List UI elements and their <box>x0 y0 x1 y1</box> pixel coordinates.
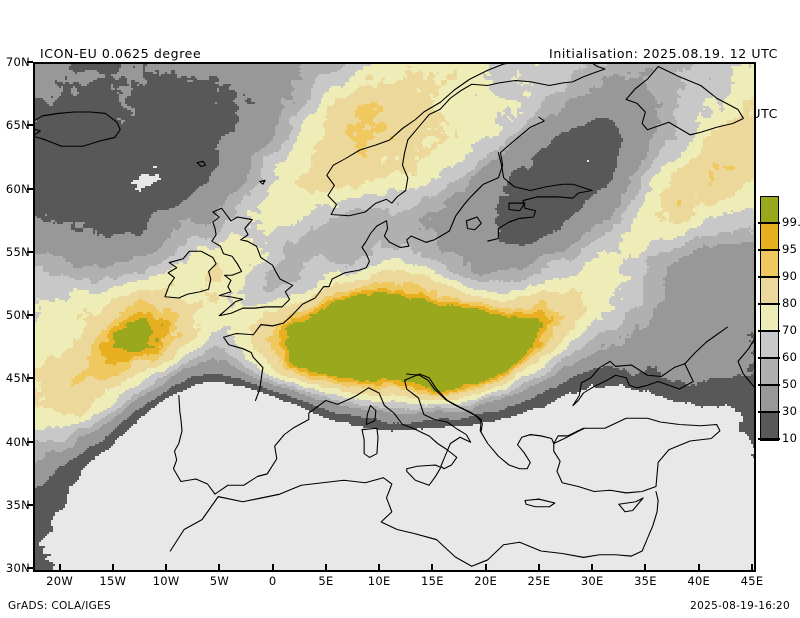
longitude-tick-mark <box>697 564 700 570</box>
longitude-tick-mark <box>751 564 753 570</box>
colorbar-tick-label: 70 <box>782 323 798 337</box>
colorbar-band <box>761 332 778 359</box>
latitude-tick-mark <box>27 314 33 316</box>
longitude-tick-mark <box>165 564 168 570</box>
footer-attribution: GrADS: COLA/IGES <box>8 600 112 612</box>
latitude-tick-label: 40N <box>5 434 30 449</box>
longitude-tick-label: 10W <box>152 574 180 588</box>
colorbar-tick-mark <box>758 438 780 440</box>
model-title: ICON-EU 0.0625 degree <box>40 46 202 61</box>
longitude-tick-label: 15W <box>99 574 127 588</box>
colorbar-tick-mark <box>758 330 780 332</box>
longitude-tick-mark <box>537 564 540 570</box>
colorbar-tick-mark <box>758 249 780 251</box>
colorbar <box>760 196 779 441</box>
longitude-tick-mark <box>111 564 114 570</box>
longitude-tick-label: 15E <box>421 574 444 588</box>
colorbar-tick-mark <box>758 303 780 305</box>
cloud-cover-heatmap <box>35 64 754 570</box>
colorbar-tick-label: 30 <box>782 404 798 418</box>
longitude-tick-label: 25E <box>527 574 551 588</box>
longitude-tick-mark <box>644 564 647 570</box>
colorbar-tick-mark <box>758 276 780 278</box>
longitude-tick-mark <box>591 564 594 570</box>
colorbar-band <box>761 278 778 305</box>
longitude-tick-label: 20E <box>474 574 498 588</box>
colorbar-tick-mark <box>758 357 780 359</box>
latitude-tick-label: 30N <box>5 561 30 575</box>
longitude-tick-label: 5W <box>209 574 230 588</box>
colorbar-tick-label: 10 <box>782 431 798 445</box>
colorbar-band <box>761 386 778 413</box>
colorbar-tick-label: 90 <box>782 269 798 283</box>
latitude-tick-label: 50N <box>5 308 30 322</box>
longitude-tick-label: 35E <box>634 574 657 588</box>
latitude-tick-label: 60N <box>5 181 30 196</box>
colorbar-band <box>761 305 778 332</box>
longitude-tick-mark <box>431 564 434 570</box>
latitude-tick-mark <box>27 187 33 190</box>
latitude-tick-mark <box>27 61 33 63</box>
latitude-tick-label: 55N <box>5 244 30 259</box>
colorbar-tick-label: 99.5 <box>782 215 800 229</box>
latitude-tick-mark <box>27 567 33 569</box>
longitude-tick-label: 20W <box>46 574 74 588</box>
longitude-tick-label: 5E <box>318 574 334 588</box>
longitude-tick-label: 0 <box>268 574 277 588</box>
latitude-tick-mark <box>27 440 33 443</box>
latitude-tick-mark <box>27 503 33 506</box>
longitude-tick-mark <box>58 564 61 570</box>
colorbar-band <box>761 359 778 386</box>
map-plot-area <box>33 62 756 572</box>
colorbar-tick-label: 95 <box>782 242 798 256</box>
latitude-tick-mark <box>27 124 33 127</box>
colorbar-tick-label: 60 <box>782 350 798 364</box>
latitude-tick-mark <box>27 250 33 253</box>
longitude-tick-label: 10E <box>367 574 391 588</box>
colorbar-band <box>761 251 778 278</box>
longitude-tick-mark <box>218 564 221 570</box>
colorbar-tick-mark <box>758 384 780 386</box>
colorbar-band <box>761 413 778 440</box>
colorbar-tick-mark <box>758 222 780 224</box>
colorbar-tick-label: 50 <box>782 377 798 391</box>
longitude-tick-label: 45E <box>740 574 764 588</box>
colorbar-band <box>761 197 778 224</box>
longitude-tick-mark <box>378 564 381 570</box>
longitude-tick-mark <box>271 564 274 570</box>
colorbar-band <box>761 224 778 251</box>
longitude-tick-mark <box>484 564 487 570</box>
longitude-tick-label: 40E <box>687 574 711 588</box>
initialisation-time: Initialisation: 2025.08.19. 12 UTC <box>549 46 778 61</box>
longitude-tick-mark <box>324 564 327 570</box>
colorbar-tick-mark <box>758 411 780 413</box>
latitude-tick-label: 35N <box>5 497 30 512</box>
latitude-tick-label: 70N <box>5 55 30 69</box>
latitude-tick-mark <box>27 377 33 380</box>
latitude-tick-label: 45N <box>5 371 30 386</box>
footer-timestamp: 2025-08-19-16:20 <box>690 600 790 612</box>
latitude-tick-label: 65N <box>5 118 30 133</box>
longitude-tick-label: 30E <box>580 574 604 588</box>
colorbar-tick-label: 80 <box>782 296 798 310</box>
